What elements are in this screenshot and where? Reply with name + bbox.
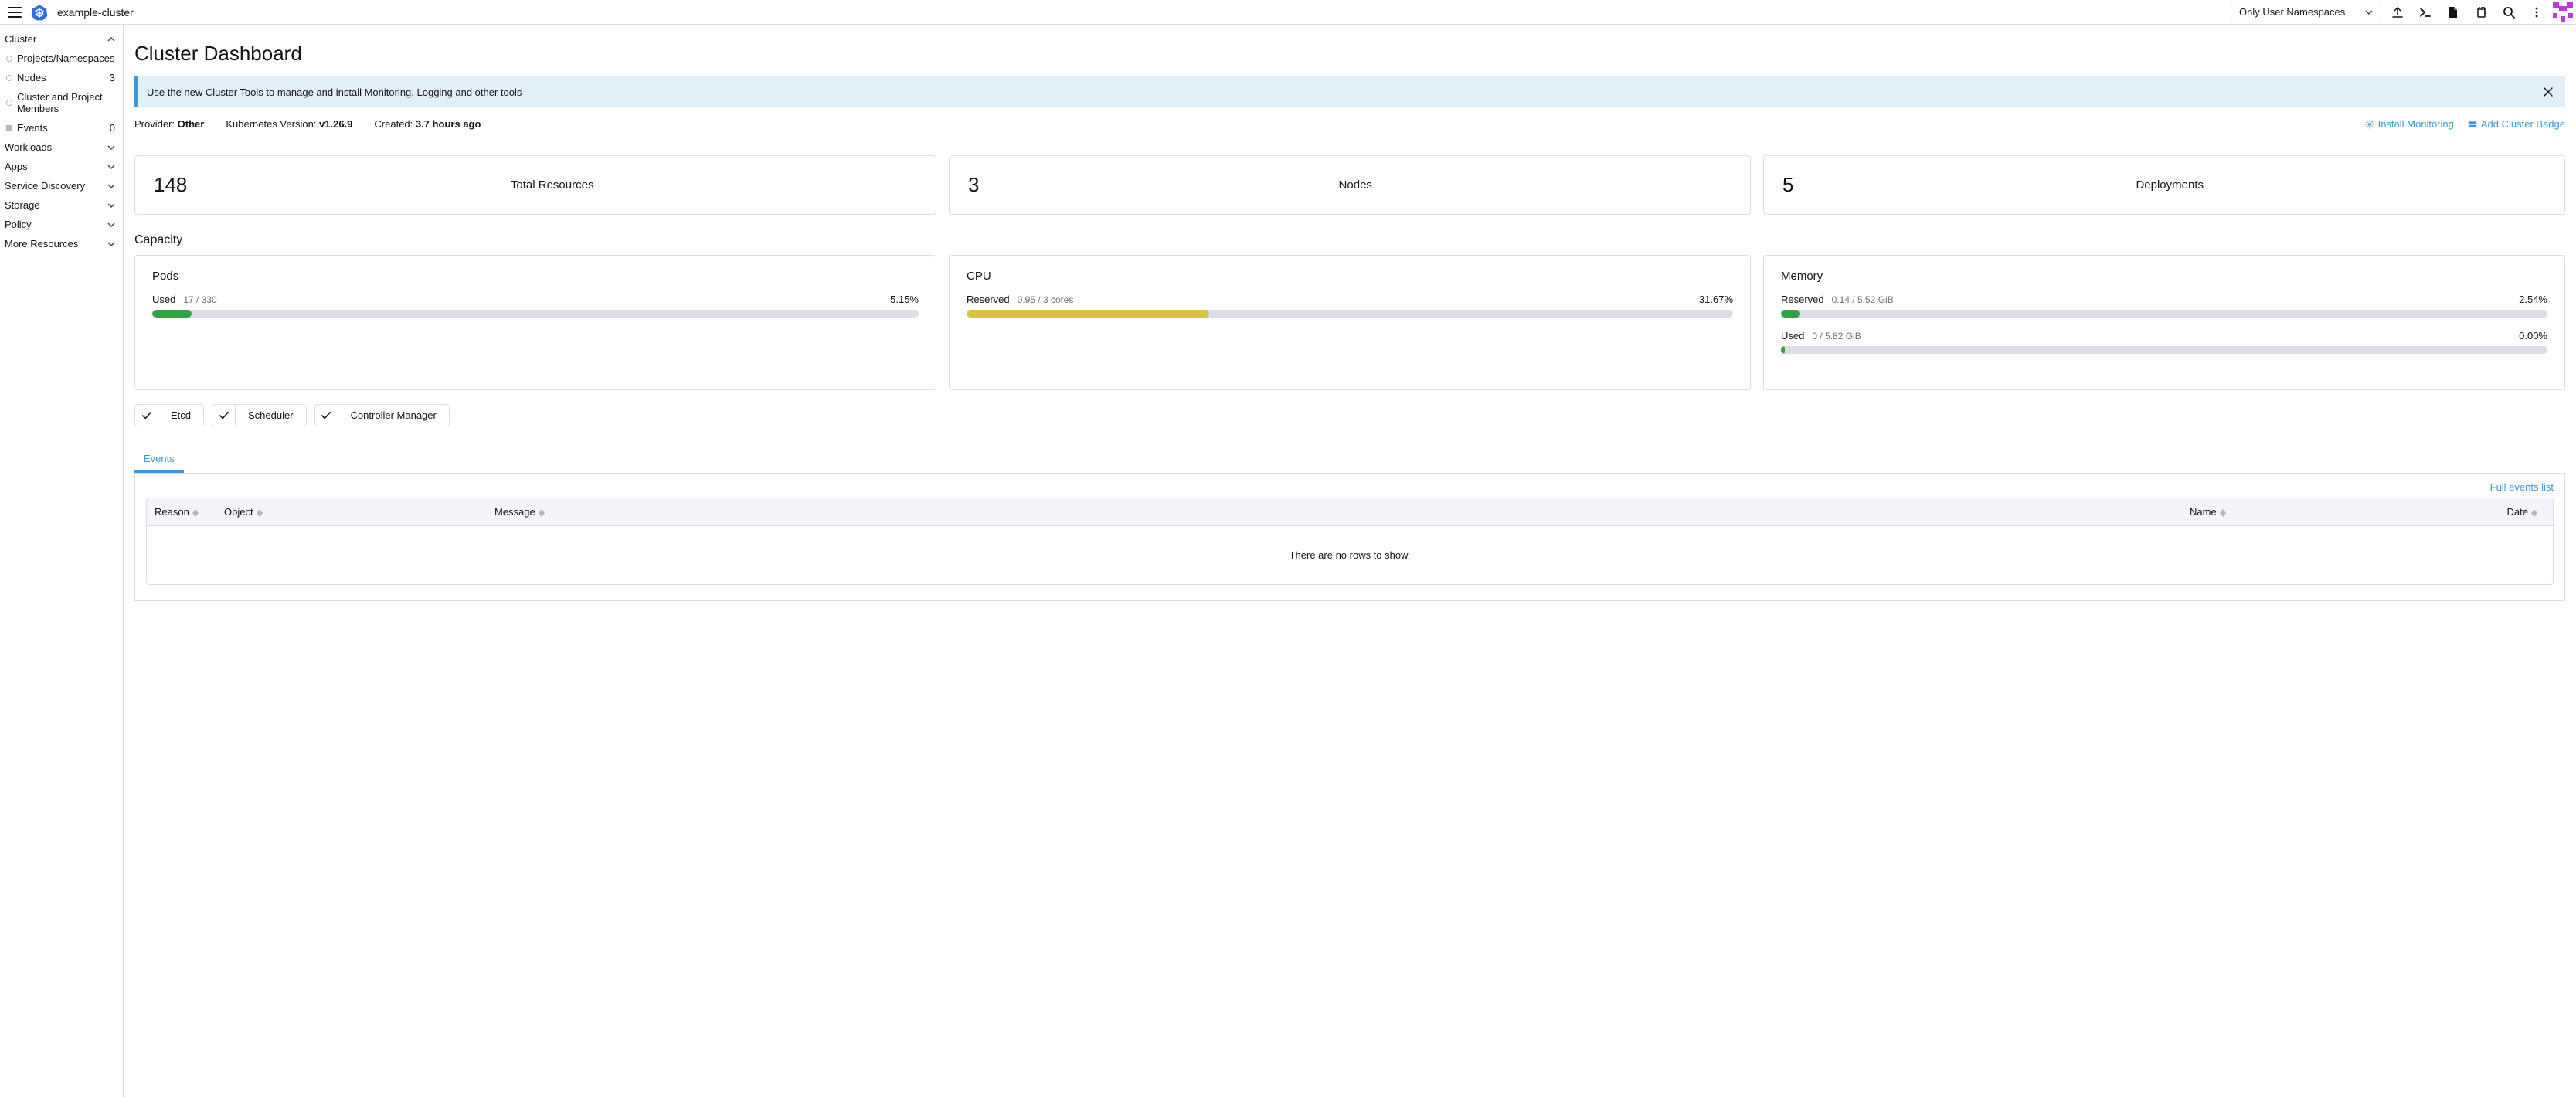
sidebar-item-events[interactable]: Events0 (0, 118, 123, 138)
capacity-cards: PodsUsed17 / 3305.15%CPUReserved0.95 / 3… (134, 255, 2565, 390)
summary-card-total-resources: 148Total Resources (134, 155, 936, 215)
info-banner: Use the new Cluster Tools to manage and … (134, 76, 2565, 107)
sidebar-group-apps[interactable]: Apps (0, 157, 123, 176)
sidebar: ClusterProjects/NamespacesNodes3Cluster … (0, 25, 124, 1097)
summary-card-deployments: 5Deployments (1763, 155, 2565, 215)
capacity-card-memory: MemoryReserved0.14 / 5.52 GiB2.54%Used0 … (1763, 255, 2565, 390)
kubeconfig-file-icon[interactable] (2442, 1, 2465, 24)
capacity-metric: Reserved0.95 / 3 cores31.67% (967, 294, 1733, 318)
summary-card-nodes: 3Nodes (949, 155, 1751, 215)
circle-icon (6, 56, 12, 62)
column-header-date[interactable]: Date (2429, 498, 2553, 526)
sidebar-group-storage[interactable]: Storage (0, 195, 123, 215)
page-title: Cluster Dashboard (134, 42, 2565, 66)
close-banner-button[interactable] (2540, 84, 2556, 100)
copy-kubeconfig-icon[interactable] (2469, 1, 2493, 24)
kebab-menu-icon[interactable] (2525, 1, 2548, 24)
info-banner-text: Use the new Cluster Tools to manage and … (147, 87, 522, 98)
check-icon (219, 410, 229, 421)
health-pill-controller-manager[interactable]: Controller Manager (314, 404, 450, 426)
capacity-heading: Capacity (134, 233, 2565, 247)
full-events-list-link[interactable]: Full events list (2490, 481, 2554, 493)
column-header-reason[interactable]: Reason (147, 498, 216, 526)
capacity-card-pods: PodsUsed17 / 3305.15% (134, 255, 936, 390)
capacity-card-cpu: CPUReserved0.95 / 3 cores31.67% (949, 255, 1751, 390)
user-avatar[interactable] (2553, 2, 2573, 22)
search-icon[interactable] (2497, 1, 2520, 24)
topbar: example-cluster Only User Namespaces (0, 0, 2576, 25)
square-icon (6, 125, 12, 131)
sidebar-group-policy[interactable]: Policy (0, 215, 123, 234)
gear-icon (2365, 120, 2374, 129)
install-monitoring-link[interactable]: Install Monitoring (2365, 118, 2454, 130)
kubectl-shell-icon[interactable] (2414, 1, 2437, 24)
sidebar-group-service-discovery[interactable]: Service Discovery (0, 176, 123, 195)
badge-icon (2468, 120, 2477, 129)
check-icon (321, 410, 331, 421)
add-cluster-badge-link[interactable]: Add Cluster Badge (2468, 118, 2565, 130)
created-meta: Created: 3.7 hours ago (374, 118, 481, 130)
events-table: ReasonObjectMessageNameDate There are no… (147, 498, 2553, 584)
sidebar-item-cluster-and-project-members[interactable]: Cluster and Project Members (0, 87, 123, 118)
sidebar-group-workloads[interactable]: Workloads (0, 138, 123, 157)
health-pill-etcd[interactable]: Etcd (134, 404, 204, 426)
k8s-logo-icon (31, 4, 48, 21)
cluster-meta-row: Provider: Other Kubernetes Version: v1.2… (134, 107, 2565, 141)
cluster-name[interactable]: example-cluster (57, 6, 134, 19)
column-header-message[interactable]: Message (487, 498, 2182, 526)
column-header-object[interactable]: Object (216, 498, 487, 526)
import-yaml-icon[interactable] (2386, 1, 2409, 24)
health-pill-scheduler[interactable]: Scheduler (212, 404, 307, 426)
check-icon (141, 410, 152, 421)
provider-meta: Provider: Other (134, 118, 204, 130)
sidebar-item-projects-namespaces[interactable]: Projects/Namespaces (0, 49, 123, 68)
events-tabs: Events (134, 447, 2565, 474)
chevron-down-icon (2365, 8, 2373, 16)
namespace-selector-label: Only User Namespaces (2239, 6, 2345, 18)
column-header-name[interactable]: Name (2182, 498, 2429, 526)
menu-toggle[interactable] (8, 7, 22, 18)
sidebar-group-more-resources[interactable]: More Resources (0, 234, 123, 253)
capacity-metric: Used0 / 5.82 GiB0.00% (1781, 330, 2547, 354)
tab-events[interactable]: Events (134, 447, 184, 473)
sidebar-item-nodes[interactable]: Nodes3 (0, 68, 123, 87)
events-table-empty: There are no rows to show. (147, 526, 2553, 585)
namespace-selector[interactable]: Only User Namespaces (2231, 2, 2381, 22)
close-icon (2544, 87, 2553, 97)
summary-cards: 148Total Resources3Nodes5Deployments (134, 155, 2565, 215)
main-content: Cluster Dashboard Use the new Cluster To… (124, 25, 2576, 1097)
events-panel: Full events list ReasonObjectMessageName… (134, 474, 2565, 601)
capacity-metric: Reserved0.14 / 5.52 GiB2.54% (1781, 294, 2547, 318)
circle-icon (6, 100, 12, 106)
kubernetes-version-meta: Kubernetes Version: v1.26.9 (226, 118, 352, 130)
circle-icon (6, 75, 12, 81)
sidebar-group-cluster[interactable]: Cluster (0, 29, 123, 49)
health-row: Etcd Scheduler Controller Manager (134, 404, 2565, 426)
capacity-metric: Used17 / 3305.15% (152, 294, 919, 318)
